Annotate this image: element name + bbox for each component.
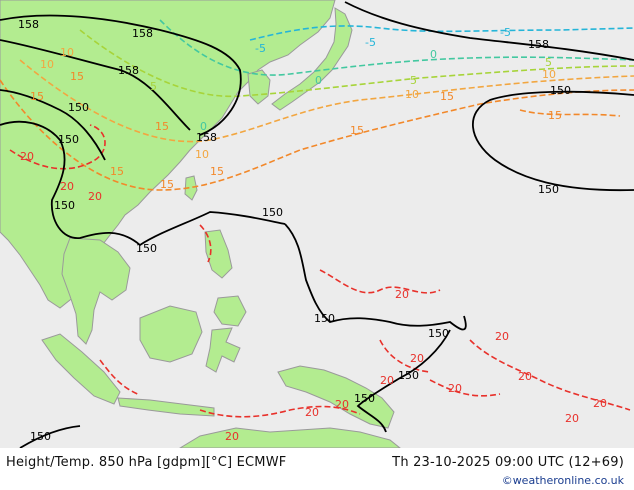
land-indochina	[61, 237, 131, 345]
height-label: 150	[398, 369, 419, 382]
temperature-label: 20	[60, 180, 74, 193]
height-label: 158	[196, 131, 217, 144]
temperature-label: 15	[160, 178, 174, 191]
temperature-label: 20	[335, 398, 349, 411]
isotherm-15	[0, 79, 634, 191]
temperature-label: 15	[110, 165, 124, 178]
land-borneo	[139, 305, 203, 363]
temperature-label: -5	[255, 42, 266, 55]
isotherm-20e	[199, 405, 361, 418]
temperature-label: 5	[410, 74, 417, 87]
height-label: 150	[314, 312, 335, 325]
isotherm-minus5	[249, 25, 634, 41]
height-contour-layer	[0, 1, 634, 449]
height-contour-150-b	[284, 223, 467, 331]
temperature-label: 10	[542, 68, 556, 81]
isotherm-10	[19, 59, 634, 143]
height-label: 158	[18, 18, 39, 31]
height-contour-150-d	[0, 89, 106, 161]
temperature-label: 20	[593, 397, 607, 410]
temperature-label: 10	[40, 58, 54, 71]
temperature-label: 15	[70, 70, 84, 83]
land-australia	[178, 427, 402, 449]
isotherm-20a	[9, 124, 106, 170]
height-label-layer: 1581581581501501501501581581501501501501…	[18, 18, 571, 443]
height-label: 150	[550, 84, 571, 97]
height-label: 150	[58, 133, 79, 146]
temperature-label: 20	[410, 352, 424, 365]
isotherm-20d	[379, 339, 431, 373]
isotherm-15b	[519, 109, 621, 117]
temperature-label: 20	[395, 288, 409, 301]
land-luzon	[204, 229, 233, 279]
land-japan	[271, 7, 353, 111]
temperature-label: 10	[195, 148, 209, 161]
valid-time: Th 23-10-2025 09:00 UTC (12+69)	[392, 455, 624, 470]
temp-label-layer: 1515101515202020151050-515151050-5151050…	[20, 26, 607, 443]
temperature-label: 15	[548, 109, 562, 122]
height-label: 150	[354, 392, 375, 405]
height-label: 150	[262, 206, 283, 219]
temperature-label: 20	[518, 370, 532, 383]
map-title: Height/Temp. 850 hPa [gdpm][°C] ECMWF	[6, 455, 287, 470]
temperature-label: 5	[545, 56, 552, 69]
temperature-label: 20	[88, 190, 102, 203]
land-sulawesi	[205, 327, 241, 373]
temperature-label: 0	[315, 74, 322, 87]
temperature-label: -5	[365, 36, 376, 49]
temperature-label: 15	[30, 90, 44, 103]
temperature-label: 0	[200, 120, 207, 133]
height-contour-158-west	[0, 14, 242, 136]
isotherm-20f	[429, 379, 501, 397]
height-label: 150	[68, 101, 89, 114]
temperature-label: 5	[150, 80, 157, 93]
height-label: 158	[528, 38, 549, 51]
temperature-label: 20	[565, 412, 579, 425]
temperature-label: 20	[225, 430, 239, 443]
land-taiwan	[184, 175, 198, 201]
temperature-label: 15	[155, 120, 169, 133]
credit-link[interactable]: ©weatheronline.co.uk	[501, 474, 624, 487]
isotherm-0	[159, 19, 634, 76]
height-contour-150-c	[356, 329, 451, 433]
isotherm-20c	[469, 339, 631, 411]
isotherm-5	[79, 29, 634, 98]
isotherm-20b	[319, 269, 441, 294]
temperature-label: -5	[500, 26, 511, 39]
temperature-label: 20	[380, 374, 394, 387]
land-layer	[0, 0, 402, 449]
land-mindanao	[213, 295, 247, 327]
height-contour-158-east	[472, 90, 634, 192]
land-sumatra	[41, 333, 121, 405]
height-label: 150	[54, 199, 75, 212]
height-contour-150-a	[0, 120, 286, 247]
temperature-label: 15	[210, 165, 224, 178]
temperature-label: 15	[350, 124, 364, 137]
height-label: 150	[30, 430, 51, 443]
temperature-label: 15	[440, 90, 454, 103]
isotherm-20g	[199, 224, 212, 263]
temperature-label: 20	[305, 406, 319, 419]
weather-map: 158 158 158 150 150 150 150 158 158 150 150 150 150 1…	[0, 0, 634, 449]
isotherm-20h	[99, 359, 141, 396]
temperature-label: 0	[430, 48, 437, 61]
temperature-label: 20	[495, 330, 509, 343]
footer-bar: Height/Temp. 850 hPa [gdpm][°C] ECMWF Th…	[0, 448, 634, 490]
height-label: 158	[132, 27, 153, 40]
height-label: 150	[538, 183, 559, 196]
height-contour-158-north	[344, 1, 634, 61]
temperature-label: 20	[20, 150, 34, 163]
height-label: 150	[428, 327, 449, 340]
height-label: 150	[136, 242, 157, 255]
isotherm-layer	[0, 19, 634, 418]
temperature-label: 20	[448, 382, 462, 395]
height-contour-158-west2	[0, 39, 191, 131]
temperature-label: 10	[60, 46, 74, 59]
height-label: 158	[118, 64, 139, 77]
temperature-label: 10	[405, 88, 419, 101]
land-new-guinea	[277, 365, 395, 429]
land-java	[117, 397, 215, 417]
height-contour-150-e	[19, 425, 81, 449]
